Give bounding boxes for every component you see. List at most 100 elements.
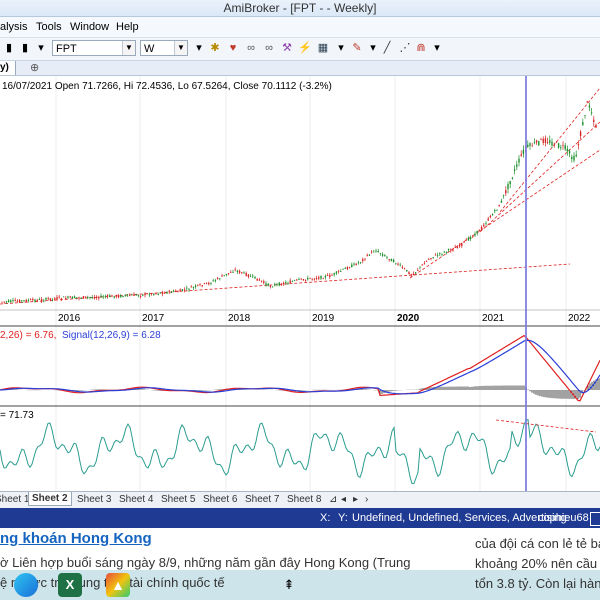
chevron-down-icon[interactable]: ▾ [338,42,344,54]
amibroker-icon[interactable]: ▲ [106,573,130,597]
candle-body [443,251,445,253]
line-draw-icon[interactable]: ╱ [383,42,391,54]
candle-body [472,235,474,237]
grid-icon[interactable]: ▦ [317,42,329,54]
sheet-scroll-right-icon[interactable]: ▸ [353,494,359,505]
article-headline[interactable]: ng khoán Hong Kong [0,530,152,547]
candle-body [82,296,85,299]
chevron-down-icon[interactable]: ▾ [196,42,202,54]
sheet-tab-2[interactable]: Sheet 2 [28,492,72,506]
chart-tab[interactable]: y) [0,61,16,75]
sheet-tab-5[interactable]: Sheet 5 [161,494,196,505]
candle-body [408,272,410,275]
menu-bar: alysis Tools Window Help [0,17,600,38]
candle-body [522,149,525,154]
candle-body [507,183,509,190]
candle-body [392,259,395,263]
candle-body [465,239,467,241]
candle-body [113,296,115,298]
excel-icon[interactable]: X [58,573,82,597]
candle-body [170,292,173,294]
macd-label: 2,26) = 6.76, [0,330,56,341]
candle-body [313,278,316,280]
candle-body [586,101,588,103]
candle-body [326,275,329,276]
sheet-tab-6[interactable]: Sheet 6 [203,494,238,505]
glasses-icon[interactable]: ∞ [247,42,255,54]
candle-body [263,281,265,283]
candle-body [388,259,390,261]
sheet-tab-1[interactable]: Sheet 1 [0,494,30,505]
new-tab-icon[interactable]: ⊕ [30,62,40,74]
candle-body [377,250,379,253]
interval-combo[interactable]: W ▼ [140,40,188,56]
trendline [409,149,600,279]
chevron-down-icon[interactable]: ▾ [434,42,440,54]
chevron-down-icon[interactable]: ▼ [122,41,135,55]
toolbar-button-icon[interactable]: ▮ [21,42,29,54]
candle-body [502,194,505,196]
sheet-tab-3[interactable]: Sheet 3 [77,494,112,505]
candle-body [379,253,382,255]
menu-tools[interactable]: Tools [36,21,62,33]
sheet-lock-icon[interactable]: ⊿ [329,494,338,505]
candle-body [47,298,49,300]
candle-body [155,293,157,295]
edge-icon[interactable] [14,573,38,597]
candle-body [159,292,162,294]
candle-body [335,271,338,274]
sheet-tab-8[interactable]: Sheet 8 [287,494,322,505]
candle-body [16,300,19,302]
menu-help[interactable]: Help [116,21,139,33]
dotted-line-icon[interactable]: ⋰ [399,42,411,54]
rsi-trendline [495,419,597,433]
candle-body [274,284,276,286]
candle-body [51,298,54,300]
sheet-scroll-end-icon[interactable]: › [365,494,369,505]
tools-icon[interactable]: ⚒ [282,42,292,54]
candle-body [56,297,58,300]
pen-icon[interactable]: ✎ [352,42,362,54]
menu-window[interactable]: Window [70,21,110,33]
candle-body [527,144,529,147]
candle-body [109,295,111,297]
candle-body [232,271,234,273]
menu-analysis[interactable]: alysis [0,21,28,33]
heart-icon[interactable]: ♥ [229,42,237,54]
candle-body [337,270,340,272]
candle-body [568,151,571,154]
title-bar: AmiBroker - [FPT - - Weekly] [0,0,600,17]
candle-body [265,283,267,286]
candle-body [5,301,8,303]
sheet-tab-4[interactable]: Sheet 4 [119,494,154,505]
candle-body [223,274,225,276]
status-x: X: [320,512,331,524]
candle-body [575,154,577,157]
candle-body [454,247,456,248]
x-axis-label: 2019 [312,313,335,324]
magnet-icon[interactable]: ⋒ [416,42,426,54]
wand-icon[interactable]: ⚡ [298,42,312,54]
chevron-down-icon[interactable]: ▾ [38,42,44,54]
symbol-combo[interactable]: FPT ▼ [52,40,136,56]
chevron-down-icon[interactable]: ▾ [370,42,376,54]
candle-body [450,249,452,251]
chevron-down-icon[interactable]: ▼ [174,41,187,55]
article-side-text: tổn 3.8 tỷ. Còn lại hàng [475,576,600,591]
candle-body [249,275,252,277]
glasses-icon[interactable]: ∞ [265,42,273,54]
sheet-tab-7[interactable]: Sheet 7 [245,494,280,505]
candle-body [549,140,551,143]
sheet-scroll-left-icon[interactable]: ◂ [341,494,347,505]
candle-body [142,294,144,296]
candle-body [296,279,298,281]
gear-icon[interactable]: ✱ [210,42,220,54]
candle-body [476,230,478,234]
status-bar: X: Y: Undefined, Undefined, Services, Ad… [0,508,600,528]
candle-body [175,290,177,292]
candle-body [29,299,32,301]
x-axis-labels: 2016 2017 2018 2019 2020 2021 2022 [58,313,591,324]
candle-body [188,289,190,291]
chart-area[interactable]: 2016 2017 2018 2019 2020 2021 2022 16/07/2021 … [0,76,600,494]
candle-body [93,297,96,299]
